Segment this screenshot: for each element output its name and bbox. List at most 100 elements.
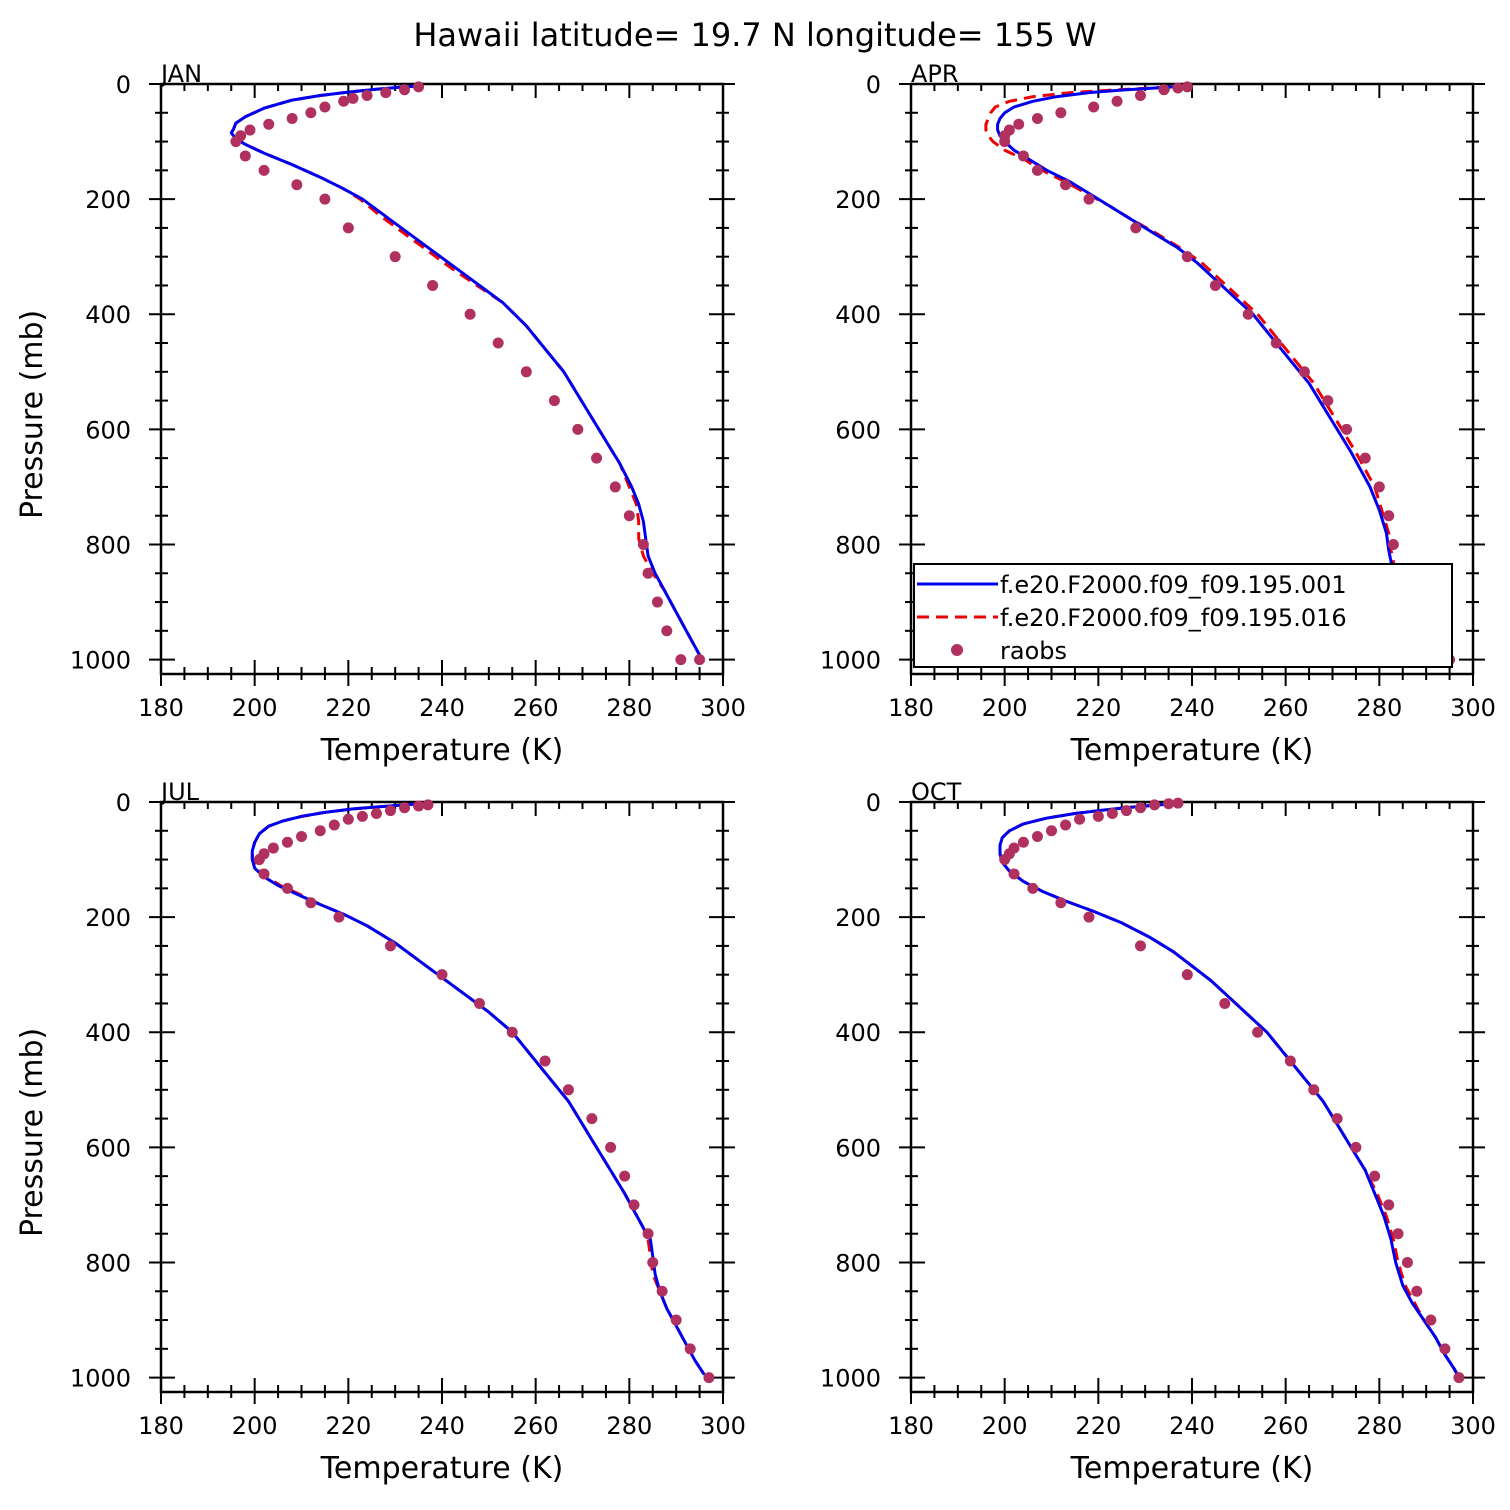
raobs-point [380, 87, 392, 99]
raobs-point [464, 308, 476, 320]
raobs-point [1341, 423, 1353, 435]
raobs-point [623, 510, 635, 522]
raobs-point [647, 1256, 659, 1268]
raobs-point [361, 90, 373, 102]
plot-frame [159, 82, 725, 676]
y-tick-label: 800 [85, 1249, 131, 1277]
raobs-point [1350, 1141, 1362, 1153]
x-tick-label: 240 [419, 1412, 465, 1440]
raobs-point [1106, 808, 1118, 820]
y-axis-label: Pressure (mb) [15, 1028, 50, 1237]
raobs-point [286, 113, 298, 125]
raobs-point [281, 836, 293, 848]
raobs-point [436, 969, 448, 981]
raobs-point [999, 136, 1011, 148]
raobs-point [258, 164, 270, 176]
y-tick-label: 600 [835, 1134, 881, 1162]
raobs-points [999, 797, 1465, 1384]
x-axis-label: Temperature (K) [1070, 733, 1314, 768]
y-tick-label: 0 [116, 71, 131, 99]
raobs-point [1092, 810, 1104, 822]
raobs-point [1088, 101, 1100, 113]
raobs-point [342, 222, 354, 234]
raobs-point [253, 854, 265, 866]
x-tick-label: 200 [982, 1412, 1028, 1440]
raobs-point [244, 124, 256, 136]
raobs-point [661, 625, 673, 637]
series-line-001 [996, 84, 1451, 661]
raobs-point [651, 596, 663, 608]
figure-title: Hawaii latitude= 19.7 N longitude= 155 W [413, 16, 1096, 54]
y-tick-label: 1000 [70, 647, 131, 675]
x-tick-label: 280 [1356, 694, 1402, 722]
x-tick-label: 180 [138, 694, 184, 722]
raobs-point [586, 1113, 598, 1125]
raobs-point [356, 810, 368, 822]
raobs-point [338, 95, 350, 107]
raobs-point [1017, 150, 1029, 162]
raobs-point [422, 799, 434, 811]
raobs-point [1392, 1228, 1404, 1240]
raobs-point [389, 251, 401, 263]
raobs-point [1369, 1170, 1381, 1182]
raobs-points [253, 799, 715, 1384]
raobs-point [1130, 222, 1142, 234]
raobs-point [548, 395, 560, 407]
raobs-point [1401, 1256, 1413, 1268]
series-line-016 [229, 84, 701, 656]
raobs-point [1383, 1199, 1395, 1211]
x-tick-label: 280 [606, 1412, 652, 1440]
y-tick-label: 0 [866, 789, 881, 817]
raobs-point [370, 808, 382, 820]
raobs-point [506, 1026, 518, 1038]
raobs-point [413, 800, 425, 812]
x-tick-label: 180 [888, 1412, 934, 1440]
raobs-point [1060, 179, 1072, 191]
x-tick-label: 260 [513, 694, 559, 722]
x-tick-label: 240 [419, 694, 465, 722]
raobs-point [427, 279, 439, 291]
y-tick-label: 600 [85, 416, 131, 444]
series-line-001 [229, 84, 701, 656]
raobs-point [473, 997, 485, 1009]
y-tick-label: 400 [85, 1019, 131, 1047]
x-tick-label: 220 [1075, 694, 1121, 722]
raobs-point [539, 1055, 551, 1067]
legend-marker-raobs [951, 644, 963, 656]
raobs-point [1031, 831, 1043, 843]
x-tick-label: 300 [700, 1412, 746, 1440]
raobs-point [520, 366, 532, 378]
raobs-point [999, 854, 1011, 866]
raobs-point [1172, 797, 1184, 809]
series-line-001 [250, 802, 706, 1376]
x-axis-label: Temperature (K) [1070, 1451, 1314, 1486]
raobs-point [305, 107, 317, 119]
raobs-point [1387, 538, 1399, 550]
raobs-point [642, 1228, 654, 1240]
raobs-point [1209, 279, 1221, 291]
series-line-016 [998, 802, 1461, 1379]
raobs-point [399, 84, 411, 96]
ticks [149, 83, 735, 686]
x-tick-label: 260 [1263, 694, 1309, 722]
raobs-point [694, 654, 706, 666]
raobs-point [619, 1170, 631, 1182]
raobs-point [1027, 882, 1039, 894]
raobs-point [1331, 1113, 1343, 1125]
x-tick-label: 300 [1450, 694, 1496, 722]
raobs-point [319, 101, 331, 113]
raobs-point [413, 81, 425, 93]
raobs-point [562, 1084, 574, 1096]
raobs-point [1181, 251, 1193, 263]
raobs-point [684, 1343, 696, 1355]
raobs-point [384, 805, 396, 817]
y-tick-label: 400 [835, 301, 881, 329]
raobs-point [1111, 95, 1123, 107]
raobs-point [492, 337, 504, 349]
y-tick-label: 800 [835, 1249, 881, 1277]
x-tick-label: 240 [1169, 1412, 1215, 1440]
x-tick-label: 240 [1169, 694, 1215, 722]
y-tick-label: 200 [835, 186, 881, 214]
